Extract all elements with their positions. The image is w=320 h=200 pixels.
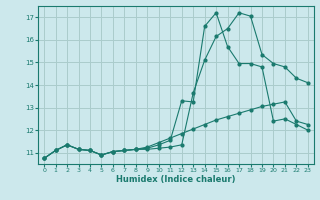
X-axis label: Humidex (Indice chaleur): Humidex (Indice chaleur)	[116, 175, 236, 184]
